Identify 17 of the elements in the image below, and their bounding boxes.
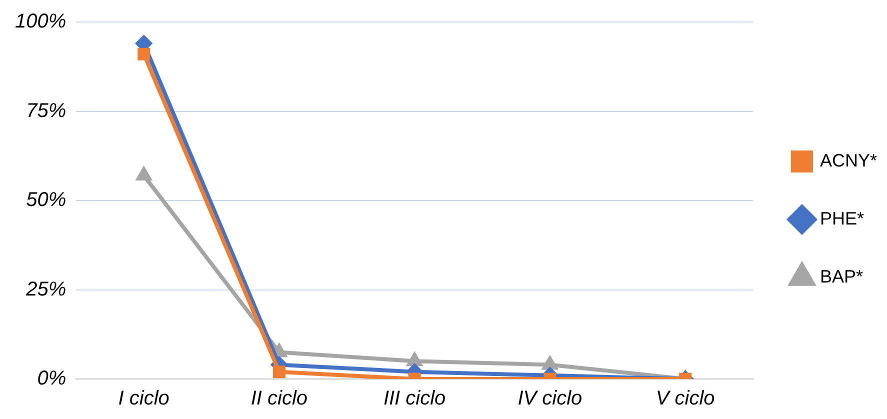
point [138, 48, 150, 60]
y-tick-label: 25% [25, 278, 66, 300]
legend-label: PHE* [820, 208, 864, 228]
x-tick-label: V ciclo [656, 388, 715, 410]
legend-label: ACNY* [820, 150, 877, 170]
y-tick-label: 100% [14, 10, 66, 33]
legend-label: BAP* [820, 266, 864, 286]
x-tick-label: I ciclo [118, 388, 170, 410]
point [136, 168, 152, 181]
x-tick-label: IV ciclo [518, 388, 582, 410]
point [542, 356, 558, 370]
x-tick-label: II ciclo [250, 388, 308, 410]
x-tick-label: III ciclo [383, 388, 446, 410]
point [407, 353, 422, 366]
y-tick-label: 75% [26, 100, 66, 122]
y-tick-label: 50% [26, 189, 66, 212]
y-tick-label: 0% [37, 368, 66, 390]
